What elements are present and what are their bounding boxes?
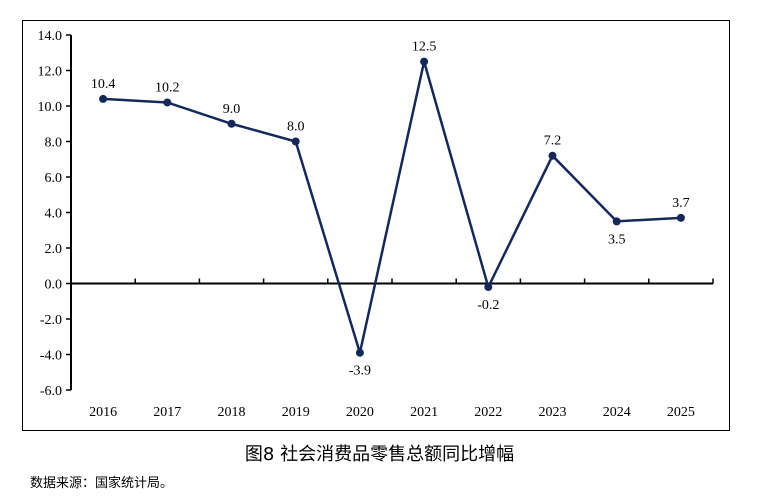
data-point [163,98,172,107]
data-label: 10.4 [91,77,116,92]
data-point [355,348,364,357]
x-tick-label: 2021 [410,405,438,420]
data-point [227,119,236,128]
x-tick-label: 2019 [282,405,310,420]
x-tick-label: 2025 [667,405,695,420]
data-label: 9.0 [223,102,241,117]
x-tick-label: 2022 [474,405,502,420]
y-tick-label: 8.0 [45,136,63,151]
y-tick-label: 12.0 [38,65,63,80]
data-point [99,94,108,103]
x-tick-label: 2016 [89,405,117,420]
y-tick-label: 14.0 [38,29,63,44]
data-label: 8.0 [287,120,305,135]
data-label: 3.7 [672,196,690,211]
data-label: 7.2 [544,134,562,149]
data-label: 12.5 [412,40,437,55]
x-tick-label: 2017 [153,405,181,420]
data-label: -3.9 [349,364,371,379]
x-tick-label: 2018 [218,405,246,420]
series-line [103,61,681,358]
x-tick-label: 2024 [603,405,631,420]
chart-title: 图8 社会消费品零售总额同比增幅 [244,444,515,465]
data-point [612,217,621,226]
y-tick-label: -2.0 [40,313,62,328]
y-tick-label: 10.0 [38,100,63,115]
data-label: 3.5 [608,232,626,247]
data-point [420,57,429,66]
data-label: 10.2 [155,80,180,95]
y-tick-label: 6.0 [45,171,63,186]
data-label: -0.2 [477,298,499,313]
y-tick-label: -4.0 [40,349,62,364]
data-point [484,283,493,292]
y-tick-label: 0.0 [45,278,63,293]
y-tick-label: 2.0 [45,242,63,257]
x-tick-label: 2020 [346,405,374,420]
x-tick-label: 2023 [539,405,567,420]
chart-frame [22,20,730,431]
y-tick-label: -6.0 [40,384,62,399]
data-point [548,151,557,160]
y-tick-label: 4.0 [45,207,63,222]
source-note: 数据来源：国家统计局。 [30,476,174,491]
data-point [676,213,685,222]
data-point [291,137,300,146]
